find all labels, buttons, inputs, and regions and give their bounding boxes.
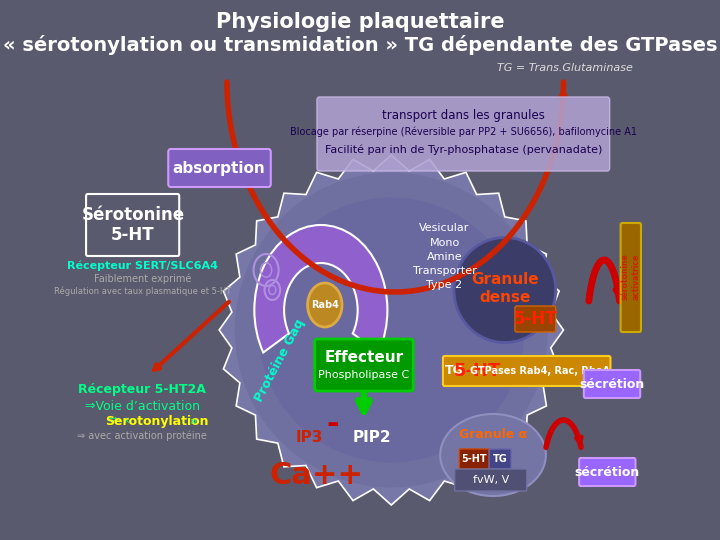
- Text: Protéine Gaq: Protéine Gaq: [253, 316, 307, 403]
- Text: Sérotonine: Sérotonine: [81, 206, 184, 224]
- Text: 5-HT: 5-HT: [513, 310, 557, 328]
- Text: PIP2: PIP2: [352, 429, 391, 444]
- Text: Régulation avec taux plasmatique et 5-HT: Régulation avec taux plasmatique et 5-HT: [54, 286, 231, 296]
- Text: ⇒ avec activation protéine: ⇒ avec activation protéine: [78, 431, 207, 441]
- Text: Rab4: Rab4: [311, 300, 338, 310]
- Text: Vesicular: Vesicular: [419, 223, 469, 233]
- Text: IP3: IP3: [295, 429, 323, 444]
- Text: Blocage par réserpine (Réversible par PP2 + SU6656), bafilomycine A1: Blocage par réserpine (Réversible par PP…: [290, 127, 636, 137]
- FancyBboxPatch shape: [579, 458, 636, 486]
- Text: Récepteur SERT/SLC6A4: Récepteur SERT/SLC6A4: [67, 261, 218, 271]
- Text: TG = Trans.Glutaminase: TG = Trans.Glutaminase: [497, 63, 633, 73]
- Text: Granule α: Granule α: [459, 429, 527, 442]
- Text: 5-HT: 5-HT: [454, 362, 501, 380]
- Text: Faiblement exprimé: Faiblement exprimé: [94, 274, 191, 284]
- Text: TG: TG: [444, 364, 464, 377]
- Text: GTPases Rab4, Rac, RhoA: GTPases Rab4, Rac, RhoA: [470, 366, 610, 376]
- FancyBboxPatch shape: [455, 469, 527, 491]
- Text: ⇒ «: ⇒ «: [108, 415, 130, 428]
- Text: fvW, V: fvW, V: [472, 475, 509, 485]
- Text: Physiologie plaquettaire: Physiologie plaquettaire: [216, 12, 504, 32]
- Ellipse shape: [454, 238, 556, 342]
- Text: 5-HT: 5-HT: [111, 226, 155, 244]
- Text: »: »: [190, 415, 198, 428]
- Text: -: -: [326, 409, 339, 438]
- Text: Mono: Mono: [429, 238, 459, 248]
- FancyBboxPatch shape: [489, 449, 511, 469]
- Text: Transporter: Transporter: [413, 266, 477, 276]
- Text: Récepteur 5-HT2A: Récepteur 5-HT2A: [78, 383, 207, 396]
- Text: TG: TG: [492, 454, 508, 464]
- Text: Phospholipase C: Phospholipase C: [318, 370, 410, 380]
- Text: sérotonine
activatrice: sérotonine activatrice: [621, 254, 641, 300]
- Text: Amine: Amine: [427, 252, 462, 262]
- FancyBboxPatch shape: [443, 356, 611, 386]
- Text: dense: dense: [479, 291, 531, 306]
- Text: Ca++: Ca++: [270, 461, 364, 489]
- Text: Facilité par inh de Tyr-phosphatase (pervanadate): Facilité par inh de Tyr-phosphatase (per…: [325, 145, 602, 156]
- Text: absorption: absorption: [173, 160, 266, 176]
- Ellipse shape: [258, 198, 524, 462]
- Text: 5-HT: 5-HT: [462, 454, 487, 464]
- FancyBboxPatch shape: [621, 223, 641, 332]
- Text: Type 2: Type 2: [426, 280, 462, 290]
- Text: Granule: Granule: [471, 273, 539, 287]
- Ellipse shape: [440, 414, 546, 496]
- Text: Serotonylation: Serotonylation: [105, 415, 208, 428]
- Text: ⇒Voie d’activation: ⇒Voie d’activation: [85, 400, 200, 413]
- FancyBboxPatch shape: [515, 306, 556, 332]
- Text: sécrétion: sécrétion: [575, 465, 640, 478]
- Text: transport dans les granules: transport dans les granules: [382, 109, 545, 122]
- Text: sécrétion: sécrétion: [580, 377, 644, 390]
- FancyBboxPatch shape: [315, 339, 413, 391]
- Polygon shape: [219, 155, 564, 505]
- Text: « sérotonylation ou transmidation » TG dépendante des GTPases: « sérotonylation ou transmidation » TG d…: [3, 35, 717, 55]
- Text: Effecteur: Effecteur: [324, 350, 403, 366]
- Ellipse shape: [235, 172, 548, 488]
- FancyBboxPatch shape: [168, 149, 271, 187]
- Wedge shape: [254, 225, 387, 353]
- FancyBboxPatch shape: [317, 97, 610, 171]
- FancyBboxPatch shape: [584, 370, 640, 398]
- FancyBboxPatch shape: [459, 449, 489, 469]
- Circle shape: [307, 283, 342, 327]
